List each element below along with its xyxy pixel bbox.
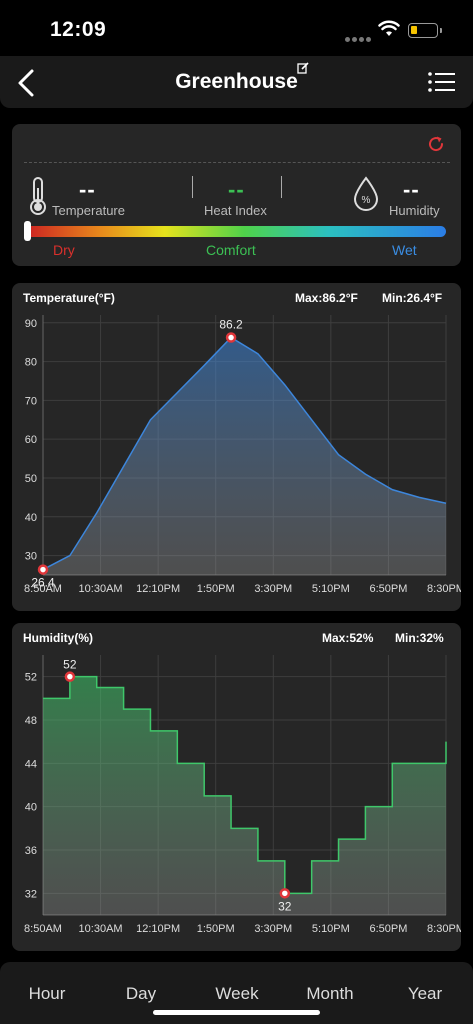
comfort-gradient-bar [26,226,446,237]
heat-index-value: -- [228,177,245,202]
humidity-y-tick-label: 44 [25,758,37,770]
humidity-chart: 32 36 40 44 48 52 8:50AM 10:30AM 12:10PM 1:50PM 3:… [24,655,461,935]
humidity-x-tick-label: 8:30PM [427,923,461,935]
temperature-area [43,337,446,575]
temperature-series-line [42,336,447,571]
temperature-x-tick-label: 3:30PM [254,583,292,595]
page-title: Greenhouse [175,70,298,93]
humidity-y-tick-label: 36 [25,845,37,857]
humidity-chart-title: Humidity(%) [23,631,93,645]
humidity-min-marker [279,888,291,899]
zone-wet-label: Wet [392,242,417,258]
humidity-x-tick-label: 10:30AM [79,923,123,935]
humidity-value: -- [403,177,420,202]
zone-dry-label: Dry [53,242,75,258]
temperature-max-text: Max:86.2°F [295,291,358,305]
humidity-drop-icon: % [353,176,379,211]
temperature-max-marker [225,332,237,343]
humidity-x-tick-label: 12:10PM [136,923,180,935]
edit-icon[interactable] [297,62,309,74]
temperature-y-tick-label: 80 [25,357,37,369]
temperature-y-tick-label: 70 [25,395,37,407]
humidity-max-label: 52 [63,658,77,672]
humidity-chart-card: Humidity(%) Max:52% Min:32% 32 36 40 44 48 52… [12,623,461,951]
humidity-min-label: 32 [278,899,292,913]
humidity-y-tick-label: 32 [25,888,37,900]
humidity-area [43,676,446,915]
humidity-max-text: Max:52% [322,631,374,645]
temperature-chart-card: Temperature(°F) Max:86.2°F Min:26.4°F 30… [12,283,461,611]
temperature-y-tick-label: 90 [25,318,37,330]
separator [281,176,282,198]
back-arrow-icon[interactable] [14,68,42,98]
temperature-chart-title: Temperature(°F) [23,291,115,305]
temperature-y-tick-label: 40 [25,512,37,524]
tab-month[interactable]: Month [306,984,354,1003]
humidity-y-tick-label: 52 [25,672,37,684]
svg-text:%: % [362,195,371,206]
humidity-max-marker [64,671,76,682]
humidity-label: Humidity [389,203,440,218]
humidity-y-tick-label: 40 [25,802,37,814]
temperature-min-label: 26.4 [31,576,55,590]
temperature-min-marker [37,564,49,575]
humidity-y-tick-label: 48 [25,715,37,727]
status-bar: 12:09 [0,0,473,60]
temperature-x-tick-label: 1:50PM [197,583,235,595]
thermometer-icon [30,177,46,215]
temperature-y-tick-label: 50 [25,473,37,485]
separator [192,176,193,198]
temperature-x-tick-label: 8:50AM [24,583,62,595]
heat-index-label: Heat Index [204,203,267,218]
battery-icon [408,23,442,38]
menu-list-icon[interactable] [428,71,456,93]
humidity-x-tick-label: 3:30PM [254,923,292,935]
temperature-min-text: Min:26.4°F [382,291,443,305]
temperature-x-tick-label: 10:30AM [79,583,123,595]
temperature-value: -- [79,177,96,202]
wifi-icon [378,20,400,36]
humidity-min-text: Min:32% [395,631,444,645]
temperature-x-tick-label: 5:10PM [312,583,350,595]
divider [24,162,450,163]
temperature-y-tick-label: 30 [25,551,37,563]
tab-week[interactable]: Week [215,984,259,1003]
temperature-x-tick-label: 12:10PM [136,583,180,595]
humidity-x-tick-label: 6:50PM [369,923,407,935]
tab-day[interactable]: Day [125,984,157,1003]
temperature-max-label: 86.2 [219,318,243,332]
humidity-x-tick-label: 5:10PM [312,923,350,935]
summary-card: -- Temperature -- Heat Index % -- Humidi… [12,124,461,266]
humidity-series-line [43,675,447,895]
zone-comfort-label: Comfort [206,242,256,258]
home-indicator [153,1010,320,1015]
temperature-y-tick-label: 60 [25,434,37,446]
status-time: 12:09 [50,18,107,41]
temperature-x-tick-label: 6:50PM [369,583,407,595]
tab-year[interactable]: Year [407,984,443,1003]
temperature-chart: 30 40 50 60 70 80 90 8:50AM 10:30AM 12:10PM 1:50PM… [24,315,461,595]
humidity-x-tick-label: 1:50PM [197,923,235,935]
refresh-icon[interactable] [426,134,446,154]
temperature-x-tick-label: 8:30PM [427,583,461,595]
signal-dots-icon [345,29,375,42]
temperature-label: Temperature [52,203,125,218]
tab-hour[interactable]: Hour [28,984,66,1003]
humidity-x-tick-label: 8:50AM [24,923,62,935]
nav-bar: Greenhouse [0,56,473,108]
comfort-slider-knob [24,221,31,241]
